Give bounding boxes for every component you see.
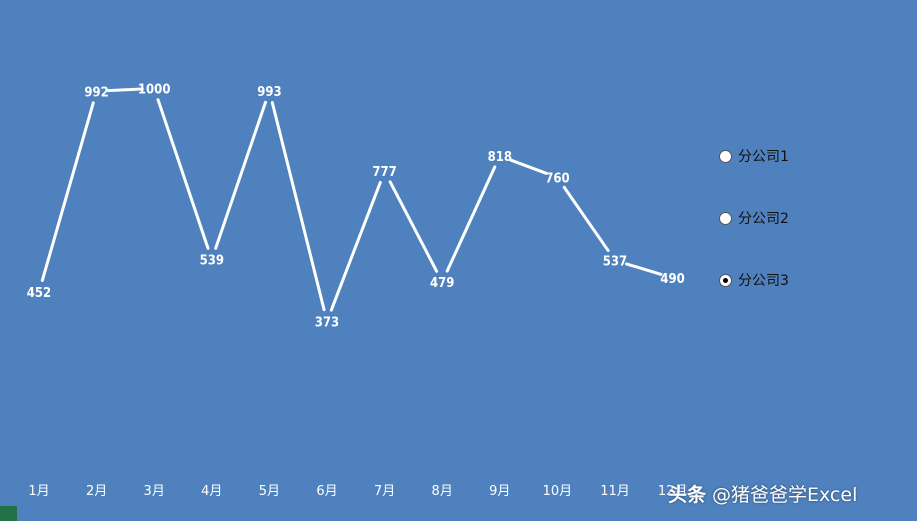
data-label: 993 <box>257 85 281 100</box>
x-tick-label: 11月 <box>600 484 630 499</box>
line-segment <box>329 180 382 312</box>
x-tick-label: 2月 <box>86 484 107 499</box>
line-segment <box>624 262 663 276</box>
line-segment <box>445 165 497 273</box>
line-segment <box>562 185 610 253</box>
line-segment <box>270 101 326 312</box>
data-label: 992 <box>84 85 108 100</box>
line-segment <box>388 180 439 273</box>
company-selector: 分公司1 分公司2 分公司3 <box>719 146 789 332</box>
x-tick-label: 12月 <box>658 484 688 499</box>
x-axis-tick-labels: 1月 2月 3月 4月 5月 6月 7月 8月 9月 10月 11月 12月 <box>28 484 687 499</box>
radio-company-2[interactable]: 分公司2 <box>719 208 789 228</box>
data-label: 777 <box>372 165 396 180</box>
data-label: 1000 <box>138 82 171 97</box>
radio-label: 分公司3 <box>738 273 789 289</box>
sheet-corner-tab <box>0 506 17 521</box>
x-tick-label: 5月 <box>259 484 280 499</box>
radio-label: 分公司1 <box>738 149 789 165</box>
radio-button-icon[interactable] <box>719 149 732 163</box>
x-tick-label: 6月 <box>316 484 337 499</box>
data-label: 818 <box>488 150 512 165</box>
x-tick-label: 9月 <box>489 484 510 499</box>
radio-button-icon[interactable] <box>719 273 732 287</box>
watermark: 头条 @猪爸爸学Excel <box>668 480 857 507</box>
x-tick-label: 10月 <box>543 484 573 499</box>
data-label: 452 <box>27 286 51 301</box>
data-label: 479 <box>430 276 454 291</box>
data-label: 537 <box>603 254 627 269</box>
data-label: 490 <box>660 272 684 287</box>
line-segment <box>107 87 144 93</box>
line-segment <box>509 158 548 175</box>
watermark-brand: 头条 <box>668 484 707 506</box>
radio-label: 分公司2 <box>738 211 789 227</box>
data-label: 373 <box>315 315 339 330</box>
watermark-handle: @猪爸爸学Excel <box>712 484 858 506</box>
data-label: 539 <box>200 254 224 269</box>
x-tick-label: 3月 <box>144 484 165 499</box>
line-segment <box>156 98 210 250</box>
radio-company-1[interactable]: 分公司1 <box>719 146 789 166</box>
x-tick-label: 1月 <box>28 484 49 499</box>
series-line <box>40 87 663 312</box>
data-labels: 452 992 1000 539 993 373 777 479 818 760 537 490 <box>27 82 685 330</box>
x-tick-label: 8月 <box>432 484 453 499</box>
x-tick-label: 4月 <box>201 484 222 499</box>
x-tick-label: 7月 <box>374 484 395 499</box>
line-segment <box>40 101 95 282</box>
drop-lines <box>38 102 674 460</box>
line-segment <box>214 100 268 250</box>
radio-button-icon[interactable] <box>719 211 732 225</box>
radio-company-3[interactable]: 分公司3 <box>719 270 789 290</box>
data-label: 760 <box>545 172 569 187</box>
